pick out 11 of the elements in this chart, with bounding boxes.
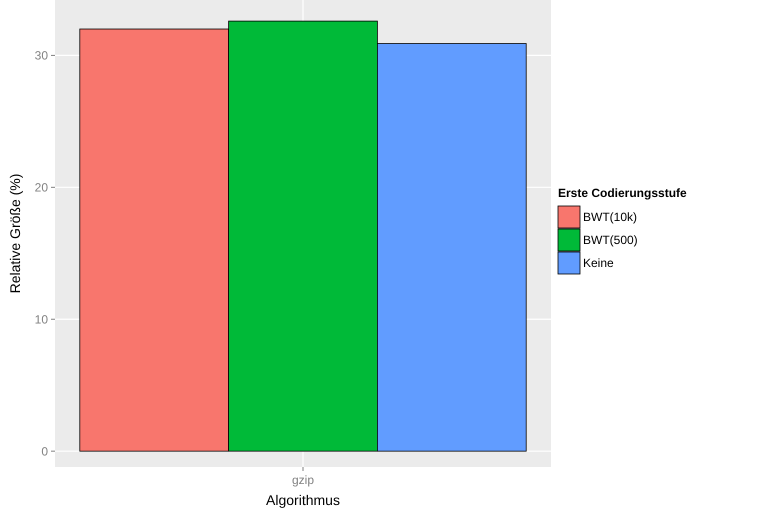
y-axis-title: Relative Größe (%) bbox=[7, 174, 23, 294]
y-tick-label: 10 bbox=[34, 312, 48, 326]
x-tick-label: gzip bbox=[292, 473, 314, 487]
legend-label: BWT(10k) bbox=[583, 210, 638, 224]
legend-label: BWT(500) bbox=[583, 233, 638, 248]
y-tick-label: 30 bbox=[34, 48, 48, 63]
y-tick-label: 0 bbox=[41, 444, 48, 458]
legend-label: Keine bbox=[583, 256, 614, 270]
legend-title: Erste Codierungsstufe bbox=[558, 186, 688, 200]
y-tick-label: 20 bbox=[34, 180, 48, 195]
x-axis-title: Algorithmus bbox=[266, 492, 340, 508]
